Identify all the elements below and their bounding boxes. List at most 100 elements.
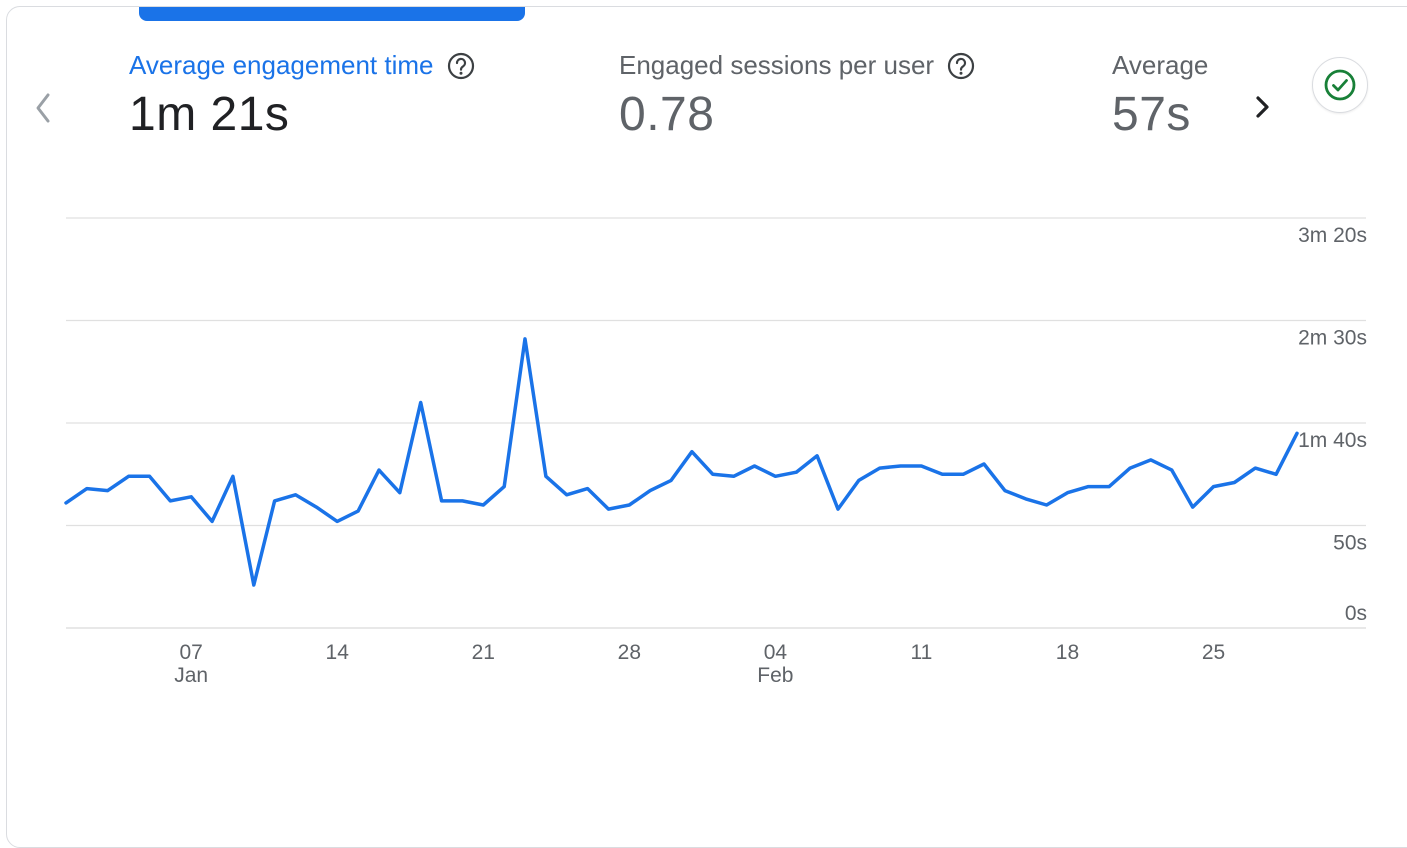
data-point[interactable] <box>143 470 155 482</box>
check-circle-icon <box>1324 69 1356 101</box>
data-point[interactable] <box>123 470 135 482</box>
previous-metric-button[interactable] <box>26 86 60 130</box>
metric-label: Average <box>1112 50 1209 80</box>
data-point[interactable] <box>602 503 614 515</box>
data-quality-status-button[interactable] <box>1312 57 1368 113</box>
data-point[interactable] <box>1187 501 1199 513</box>
active-tab-indicator <box>139 7 525 21</box>
series-line <box>64 337 1299 587</box>
data-point[interactable] <box>331 515 343 527</box>
data-point[interactable] <box>936 468 948 480</box>
data-point[interactable] <box>290 489 302 501</box>
data-point[interactable] <box>749 460 761 472</box>
data-point[interactable] <box>1270 468 1282 480</box>
data-point[interactable] <box>874 462 886 474</box>
y-tick-label: 2m 30s <box>1298 327 1367 350</box>
metric-card-engaged-sessions-per-user[interactable]: Engaged sessions per user 0.78 <box>619 50 976 142</box>
data-point[interactable] <box>227 470 239 482</box>
y-axis-labels: 0s 50s 1m 40s 2m 30s 3m 20s <box>1298 224 1367 625</box>
data-point[interactable] <box>686 446 698 458</box>
x-tick-label: 28 <box>618 641 641 664</box>
data-point[interactable] <box>832 503 844 515</box>
data-point[interactable] <box>853 474 865 486</box>
data-point[interactable] <box>206 515 218 527</box>
data-point[interactable] <box>623 499 635 511</box>
data-point[interactable] <box>185 491 197 503</box>
data-point[interactable] <box>561 489 573 501</box>
series-layer <box>60 333 1303 591</box>
data-point[interactable] <box>1082 481 1094 493</box>
data-point[interactable] <box>811 450 823 462</box>
grid-lines <box>66 217 1366 629</box>
data-point[interactable] <box>310 501 322 513</box>
help-circle-icon[interactable] <box>946 51 976 81</box>
data-point[interactable] <box>1103 481 1115 493</box>
chevron-right-icon <box>1256 96 1269 118</box>
data-point[interactable] <box>1124 462 1136 474</box>
data-point[interactable] <box>269 495 281 507</box>
engagement-card <box>6 6 1407 848</box>
data-point[interactable] <box>436 495 448 507</box>
data-point[interactable] <box>1166 464 1178 476</box>
data-point[interactable] <box>728 470 740 482</box>
data-point[interactable] <box>394 487 406 499</box>
metric-value: 0.78 <box>619 88 715 141</box>
help-circle-icon[interactable] <box>446 51 476 81</box>
x-tick-label: 11 <box>911 641 933 664</box>
y-tick-label: 3m 20s <box>1298 224 1367 247</box>
data-point[interactable] <box>978 458 990 470</box>
next-metric-button[interactable] <box>1244 84 1280 130</box>
x-tick-label: 14 <box>326 641 350 664</box>
x-tick-label: 21 <box>472 641 495 664</box>
data-point[interactable] <box>957 468 969 480</box>
data-point[interactable] <box>1228 476 1240 488</box>
data-point[interactable] <box>540 470 552 482</box>
data-point[interactable] <box>164 495 176 507</box>
metric-label: Average engagement time <box>129 50 434 80</box>
x-tick-month-label: Feb <box>757 664 793 687</box>
data-point[interactable] <box>373 464 385 476</box>
data-point[interactable] <box>582 483 594 495</box>
data-point[interactable] <box>915 460 927 472</box>
data-point[interactable] <box>665 474 677 486</box>
x-tick-label: 04 <box>764 641 788 664</box>
y-tick-label: 0s <box>1345 602 1367 625</box>
y-tick-label: 50s <box>1333 532 1367 555</box>
data-point[interactable] <box>415 397 427 409</box>
data-point[interactable] <box>1041 499 1053 511</box>
x-tick-label: 18 <box>1056 641 1079 664</box>
data-point[interactable] <box>895 460 907 472</box>
chevron-left-icon <box>36 93 50 123</box>
data-point[interactable] <box>60 497 72 509</box>
data-point[interactable] <box>1249 462 1261 474</box>
metric-label: Engaged sessions per user <box>619 50 935 80</box>
x-tick-label: 07 <box>180 641 203 664</box>
y-tick-label: 1m 40s <box>1298 429 1367 452</box>
data-point[interactable] <box>790 466 802 478</box>
data-point[interactable] <box>498 481 510 493</box>
data-point[interactable] <box>81 483 93 495</box>
x-tick-month-label: Jan <box>174 664 208 687</box>
data-point[interactable] <box>1061 487 1073 499</box>
x-tick-label: 25 <box>1202 641 1225 664</box>
metric-card-average[interactable]: Average 57s <box>1112 50 1208 142</box>
data-point[interactable] <box>352 505 364 517</box>
data-point[interactable] <box>1208 481 1220 493</box>
data-point[interactable] <box>1020 493 1032 505</box>
data-point[interactable] <box>456 495 468 507</box>
metric-card-average-engagement-time[interactable]: Average engagement time 1m 21s <box>129 50 476 142</box>
data-point[interactable] <box>1291 427 1303 439</box>
data-point[interactable] <box>999 485 1011 497</box>
data-point[interactable] <box>1145 454 1157 466</box>
data-point[interactable] <box>102 485 114 497</box>
data-point[interactable] <box>519 333 531 345</box>
data-point[interactable] <box>644 485 656 497</box>
data-point[interactable] <box>477 499 489 511</box>
metric-value: 57s <box>1112 88 1191 141</box>
data-point[interactable] <box>248 579 260 591</box>
data-point[interactable] <box>769 470 781 482</box>
data-point[interactable] <box>707 468 719 480</box>
metric-value: 1m 21s <box>129 88 290 141</box>
